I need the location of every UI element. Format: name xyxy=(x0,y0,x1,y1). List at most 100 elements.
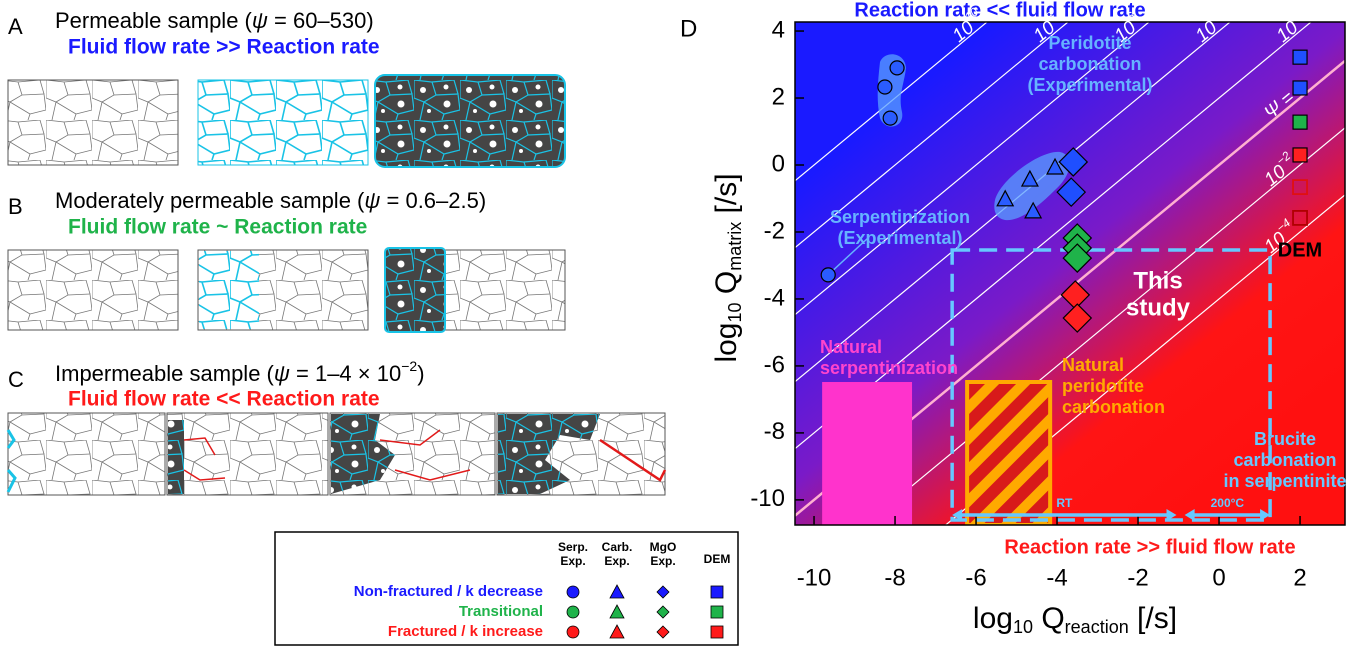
axis-label-part: log xyxy=(973,602,1013,635)
axis-label-part: [/s] xyxy=(710,173,743,221)
axis-label-part: reaction xyxy=(1065,617,1129,637)
psi-line xyxy=(795,22,1150,316)
thumbnails-a xyxy=(7,74,566,168)
annotation: carbonation xyxy=(1062,397,1165,417)
y-tick-label: 4 xyxy=(772,16,785,43)
annotation: (Experimental) xyxy=(1027,75,1152,95)
y-tick-label: -6 xyxy=(764,351,785,378)
arrow-label: RT xyxy=(1056,496,1073,510)
callout-line xyxy=(827,237,869,276)
axis-label-part: 10 xyxy=(725,302,745,322)
title-part: Impermeable sample ( xyxy=(55,361,275,386)
annotation: DEM xyxy=(1278,239,1322,261)
title-part: ) xyxy=(417,361,424,386)
thumbnails-b xyxy=(7,247,566,333)
annotation: carbonation xyxy=(1233,450,1336,470)
annotation: serpentinization xyxy=(820,358,958,378)
panel-letter: C xyxy=(8,367,24,392)
chart-title-top: Reaction rate << fluid flow rate xyxy=(854,0,1145,21)
point xyxy=(1292,114,1308,130)
arrow-head xyxy=(1184,508,1271,521)
point xyxy=(1292,80,1308,96)
title-part: −2 xyxy=(401,358,417,374)
plot-frame xyxy=(794,21,1346,526)
panel-letter: A xyxy=(8,14,23,39)
axis-label-part: 10 xyxy=(1013,617,1033,637)
point xyxy=(882,110,898,126)
annotation: Brucite xyxy=(1254,429,1316,449)
annotation: (Experimental) xyxy=(837,228,962,248)
psi-line xyxy=(795,22,1069,249)
panel-subtitle: Fluid flow rate << Reaction rate xyxy=(68,388,380,411)
title-part: Moderately permeable sample ( xyxy=(55,188,365,213)
y-tick-label: -2 xyxy=(764,217,785,244)
legend-column: MgO xyxy=(650,540,677,554)
ylabel: log10 Qmatrix [/s] xyxy=(710,173,745,362)
legend-row: Fractured / k increase xyxy=(388,623,543,640)
x-tick-label: 0 xyxy=(1212,564,1225,591)
panel-title: Impermeable sample (ψ = 1–4 × 10−2) xyxy=(55,358,425,386)
point xyxy=(1056,177,1087,207)
thumbnails-c xyxy=(6,412,667,496)
regions xyxy=(822,248,1272,525)
legend-column: Carb. xyxy=(602,540,633,554)
annotation: This xyxy=(1133,267,1182,294)
point xyxy=(1292,210,1308,226)
title-part: = 0.6–2.5) xyxy=(380,188,486,213)
point xyxy=(1062,243,1093,273)
psi-line xyxy=(795,22,1312,450)
annotation: in serpentinite xyxy=(1223,471,1346,491)
point xyxy=(820,267,836,283)
axis-label-part: Q xyxy=(710,271,743,303)
annotation: carbonation xyxy=(1038,54,1141,74)
panel-subtitle: Fluid flow rate >> Reaction rate xyxy=(68,36,380,59)
legend-column: Exp. xyxy=(604,554,629,568)
region xyxy=(822,382,913,525)
legend-column: DEM xyxy=(704,552,731,566)
panel-title: Permeable sample (ψ = 60–530) xyxy=(55,8,374,33)
y-tick-label: -10 xyxy=(750,485,785,512)
point xyxy=(1062,303,1093,333)
y-tick-label: -4 xyxy=(764,284,785,311)
legend-row: Non-fractured / k decrease xyxy=(354,583,543,600)
legend-column: Serp. xyxy=(558,540,588,554)
annotation: Natural xyxy=(820,337,882,357)
legend-row: Transitional xyxy=(459,603,543,620)
axis-label-part: Q xyxy=(1033,602,1065,635)
point xyxy=(996,189,1015,207)
point xyxy=(1292,49,1308,65)
point xyxy=(1292,147,1308,163)
y-tick-label: -8 xyxy=(764,418,785,445)
psi-line xyxy=(944,194,1345,525)
arrow-label: 200°C xyxy=(1211,496,1245,510)
y-tick-label: 0 xyxy=(772,150,785,177)
legend-column: Exp. xyxy=(650,554,675,568)
panel-letter: D xyxy=(680,15,697,42)
point xyxy=(877,79,893,95)
point xyxy=(1058,147,1089,177)
x-tick-label: -10 xyxy=(797,564,832,591)
axis-label-part: log xyxy=(710,323,743,363)
x-tick-label: -4 xyxy=(1046,564,1067,591)
region xyxy=(965,380,1053,525)
region xyxy=(950,248,1272,522)
panel-letter: B xyxy=(8,194,23,219)
title-part: ψ xyxy=(274,361,290,386)
point xyxy=(1024,201,1043,219)
legend-markers xyxy=(566,584,724,639)
annotation: Natural xyxy=(1062,355,1124,375)
annotation: peridotite xyxy=(1062,376,1144,396)
point xyxy=(889,60,905,76)
title-part: = 60–530) xyxy=(268,8,374,33)
legend-column: Exp. xyxy=(560,554,585,568)
axis-label-part: matrix xyxy=(725,222,745,271)
annotation: Serpentinization xyxy=(830,207,970,227)
point xyxy=(1020,169,1039,187)
y-tick-label: 2 xyxy=(772,83,785,110)
axis-label-part: [/s] xyxy=(1129,602,1177,635)
xlabel: log10 Qreaction [/s] xyxy=(973,602,1177,637)
annotation: Peridotite xyxy=(1048,33,1131,53)
annotation: study xyxy=(1126,294,1191,321)
point xyxy=(1046,157,1065,175)
